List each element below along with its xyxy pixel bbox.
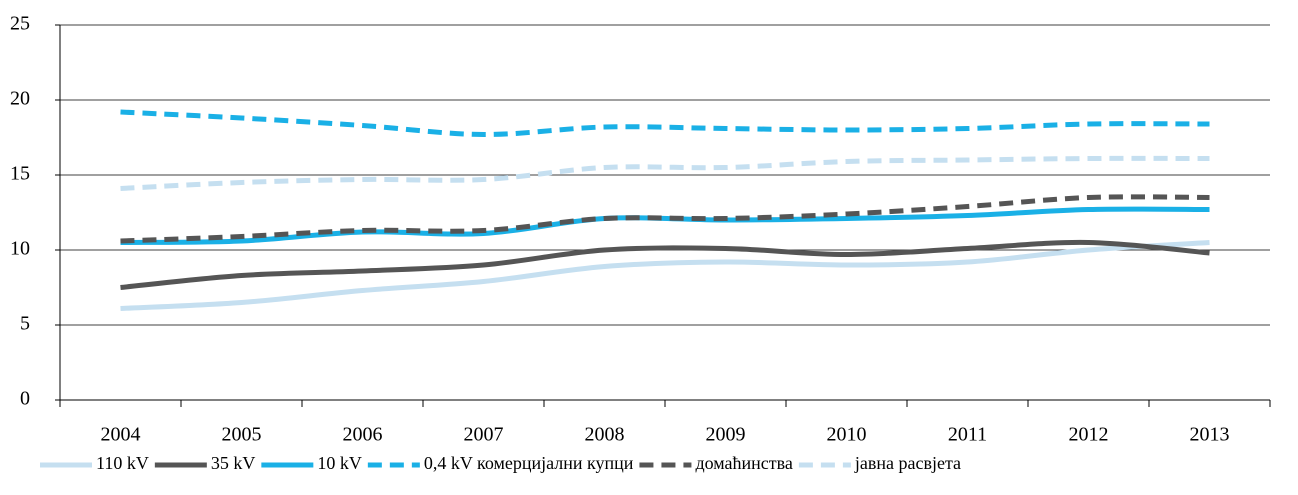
x-tick-label: 2012 — [1069, 424, 1109, 446]
x-tick-label: 2010 — [827, 424, 867, 446]
series-line — [120, 240, 1210, 311]
series-line — [120, 155, 1210, 191]
series-line — [120, 206, 1210, 245]
x-tick-label: 2006 — [343, 424, 383, 446]
x-tick-label: 2005 — [222, 424, 262, 446]
y-tick-label: 10 — [10, 238, 30, 260]
y-tick-label: 0 — [20, 388, 30, 410]
legend-label: 35 kV — [211, 453, 256, 473]
y-tick-label: 20 — [10, 88, 30, 110]
legend-label: јавна расвјета — [854, 453, 961, 473]
series-line — [120, 109, 1210, 138]
y-tick-label: 25 — [10, 13, 30, 35]
legend-label: 110 kV — [96, 453, 149, 473]
x-tick-label: 2011 — [948, 424, 987, 446]
y-tick-label: 5 — [20, 313, 30, 335]
series-line — [120, 239, 1210, 290]
x-tick-label: 2009 — [706, 424, 746, 446]
x-tick-label: 2008 — [585, 424, 625, 446]
legend-label: 10 kV — [317, 453, 362, 473]
x-tick-label: 2013 — [1190, 424, 1230, 446]
y-tick-label: 15 — [10, 163, 30, 185]
x-tick-label: 2004 — [101, 424, 141, 446]
legend-label: домаћинства — [695, 453, 792, 473]
series-line — [120, 194, 1210, 244]
legend-label: 0,4 kV комерцијални купци — [424, 453, 634, 473]
x-tick-label: 2007 — [464, 424, 504, 446]
